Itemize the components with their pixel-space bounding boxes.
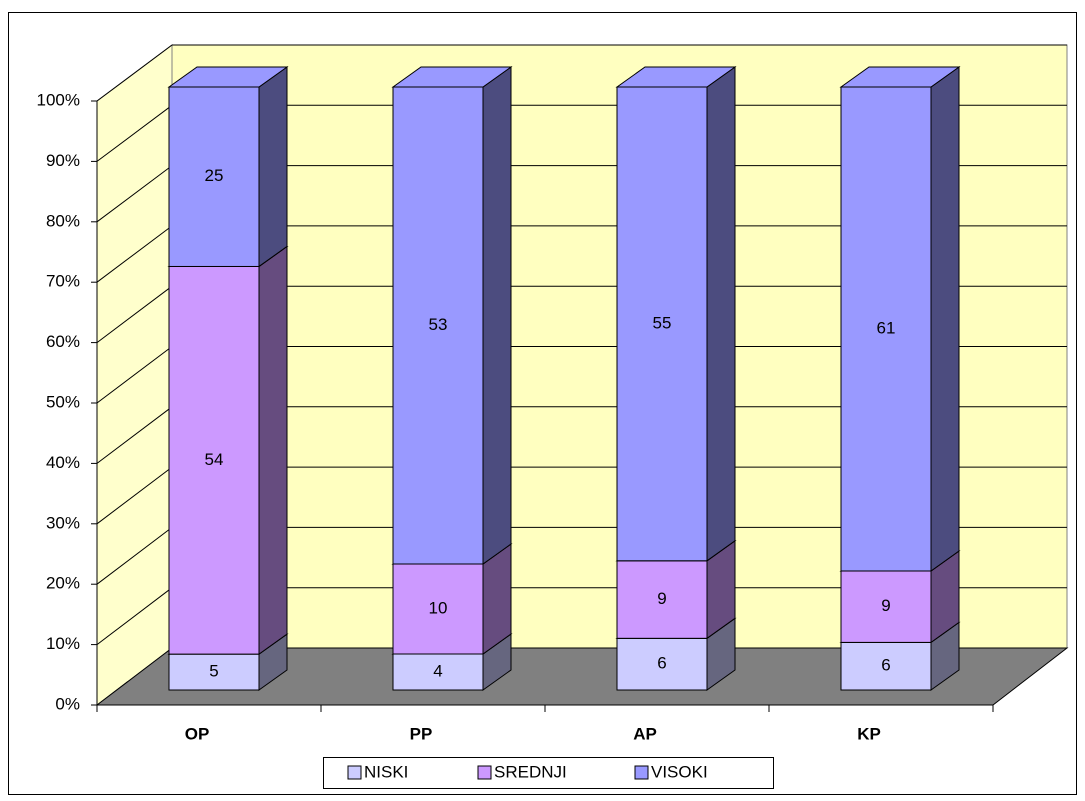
bar-side (482, 66, 512, 565)
legend-label: VISOKI (651, 762, 708, 781)
legend-label: NISKI (364, 762, 408, 781)
x-tick-label: KP (857, 724, 881, 743)
data-label: 9 (881, 596, 890, 615)
y-tick-label: 30% (46, 513, 80, 532)
data-label: 54 (205, 450, 224, 469)
y-tick-label: 20% (46, 574, 80, 593)
y-tick-label: 90% (46, 151, 80, 170)
legend-label: SREDNJI (494, 762, 567, 781)
y-tick-label: 80% (46, 211, 80, 230)
bar-side (706, 66, 736, 562)
data-label: 5 (209, 662, 218, 681)
data-label: 6 (881, 656, 890, 675)
y-tick-label: 50% (46, 392, 80, 411)
x-tick-label: PP (410, 724, 433, 743)
x-tick-label: OP (185, 724, 210, 743)
legend-swatch (477, 765, 492, 780)
y-tick-label: 0% (55, 694, 80, 713)
x-tick-label: AP (633, 724, 657, 743)
data-label: 53 (429, 315, 448, 334)
y-tick-label: 70% (46, 272, 80, 291)
bar (168, 265, 260, 655)
grid-line (96, 587, 173, 645)
y-tick-label: 10% (46, 634, 80, 653)
grid-line (96, 104, 173, 162)
grid-line (96, 466, 173, 525)
data-label: 10 (429, 598, 448, 617)
grid-line (96, 346, 173, 404)
data-label: 55 (653, 313, 672, 332)
y-tick-label: 40% (46, 453, 80, 472)
bar (392, 86, 484, 565)
bar (616, 560, 708, 639)
data-label: 25 (205, 166, 224, 185)
bar-side (258, 66, 288, 268)
bar (392, 563, 484, 655)
bar-side (258, 245, 288, 656)
bar-top (839, 66, 961, 88)
bar-side (930, 66, 960, 572)
grid-line (96, 527, 173, 585)
grid-line (96, 285, 173, 343)
legend-swatch (347, 765, 362, 780)
grid-line (96, 406, 173, 464)
grid-line (96, 44, 173, 102)
data-label: 61 (877, 318, 896, 337)
data-label: 4 (433, 661, 442, 680)
grid-line (96, 225, 173, 283)
bar (168, 653, 260, 691)
data-label: 6 (657, 654, 666, 673)
data-label: 9 (657, 589, 666, 608)
grid-line (96, 165, 173, 223)
legend-box (323, 757, 774, 789)
y-tick-label: 100% (37, 90, 80, 109)
legend-swatch (634, 765, 649, 780)
y-tick-label: 60% (46, 332, 80, 351)
bar-top (615, 66, 737, 88)
bar-top (391, 66, 513, 88)
bar-top (167, 66, 289, 88)
bar (616, 86, 708, 562)
